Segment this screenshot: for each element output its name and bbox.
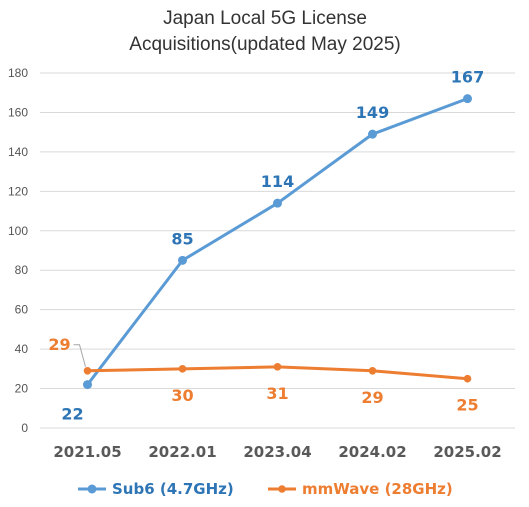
data-label-sub6: 149 <box>356 103 389 122</box>
y-tick-label: 80 <box>15 263 29 277</box>
y-tick-label: 140 <box>8 145 28 159</box>
legend-label: mmWave (28GHz) <box>302 480 453 498</box>
x-tick-label: 2025.02 <box>433 443 501 461</box>
y-tick-label: 0 <box>21 421 28 435</box>
y-axis-ticks: 0 20 40 60 80 100 120 140 160 180 <box>8 66 28 435</box>
data-point <box>463 374 472 383</box>
data-label-mmwave: 31 <box>266 384 288 403</box>
y-tick-label: 60 <box>15 303 29 317</box>
data-label-sub6: 85 <box>171 229 193 248</box>
chart-title-line-1: Japan Local 5G License <box>163 8 367 29</box>
data-label-sub6: 22 <box>61 405 83 424</box>
leader-line <box>73 344 86 367</box>
x-tick-label: 2023.04 <box>243 443 311 461</box>
data-point <box>83 367 92 375</box>
data-point <box>273 363 282 371</box>
data-label-mmwave: 30 <box>171 386 193 405</box>
data-point <box>178 255 187 265</box>
y-tick-label: 180 <box>8 66 28 80</box>
grid-lines <box>40 72 515 429</box>
data-point <box>83 380 92 390</box>
data-label-mmwave: 25 <box>456 396 478 415</box>
data-point <box>178 365 187 373</box>
series-line-sub6 <box>86 97 469 386</box>
data-label-sub6: 167 <box>451 68 484 87</box>
data-label-mmwave: 29 <box>48 335 70 354</box>
data-point <box>368 129 377 139</box>
x-axis-ticks: 2021.05 2022.01 2023.04 2024.02 2025.02 <box>53 443 501 461</box>
x-tick-label: 2022.01 <box>148 443 216 461</box>
legend-swatch-marker <box>87 484 97 494</box>
y-tick-label: 40 <box>15 342 29 356</box>
y-tick-label: 20 <box>15 382 29 396</box>
legend-label: Sub6 (4.7GHz) <box>112 480 234 498</box>
data-point <box>368 367 377 375</box>
x-tick-label: 2024.02 <box>338 443 406 461</box>
y-tick-label: 100 <box>8 224 28 238</box>
y-tick-label: 160 <box>8 105 28 119</box>
legend: Sub6 (4.7GHz) mmWave (28GHz) <box>78 480 453 498</box>
legend-swatch-marker <box>278 485 286 493</box>
data-point <box>273 198 282 208</box>
y-tick-label: 120 <box>8 184 28 198</box>
data-labels: 22 85 114 149 167 29 30 31 29 25 <box>48 68 484 424</box>
data-point <box>463 94 472 104</box>
data-label-sub6: 114 <box>261 172 294 191</box>
data-label-mmwave: 29 <box>361 388 383 407</box>
series-layer <box>83 94 472 390</box>
x-tick-label: 2021.05 <box>53 443 121 461</box>
chart-title-line-2: Acquisitions(updated May 2025) <box>129 34 400 55</box>
